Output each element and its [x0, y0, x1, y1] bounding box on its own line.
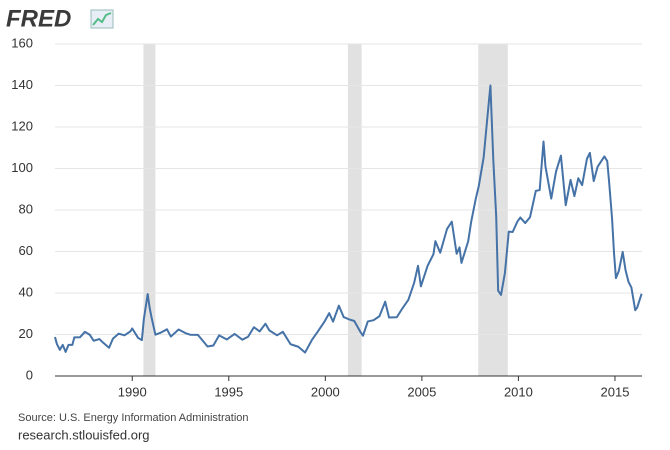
data-line — [54, 84, 643, 354]
y-tick-label: 120 — [11, 118, 33, 133]
y-tick-label: 160 — [11, 35, 33, 50]
x-tick-label: 1995 — [214, 384, 243, 399]
y-tick-label: 140 — [11, 77, 33, 92]
y-tick-label: 40 — [19, 284, 33, 299]
y-tick-label: 20 — [19, 326, 33, 341]
x-tick-label: 2005 — [407, 384, 436, 399]
x-tick-label: 2015 — [601, 384, 630, 399]
x-tick-label: 1990 — [118, 384, 147, 399]
y-tick-label: 0 — [26, 367, 33, 382]
source: Source: U.S. Energy Information Administ… — [18, 412, 249, 424]
logo-icon — [90, 9, 114, 29]
y-tick-label: 80 — [19, 201, 33, 216]
y-tick-label: 100 — [11, 160, 33, 175]
x-tick-label: 2000 — [311, 384, 340, 399]
logo: FRED — [6, 5, 71, 32]
url: research.stlouisfed.org — [18, 427, 150, 442]
y-tick-label: 60 — [19, 243, 33, 258]
x-tick-label: 2010 — [504, 384, 533, 399]
